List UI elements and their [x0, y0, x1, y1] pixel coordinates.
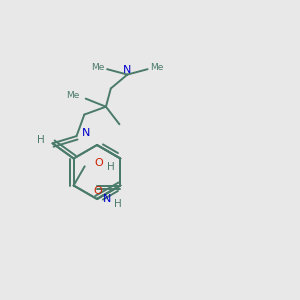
Text: N: N: [123, 64, 131, 75]
Text: N: N: [82, 128, 90, 138]
Text: H: H: [114, 199, 122, 209]
Text: H: H: [107, 162, 114, 172]
Text: O: O: [95, 158, 103, 168]
Text: Me: Me: [151, 63, 164, 72]
Text: N: N: [103, 194, 111, 204]
Text: H: H: [37, 135, 45, 146]
Text: Me: Me: [91, 63, 104, 72]
Text: Me: Me: [66, 91, 80, 100]
Text: O: O: [93, 185, 102, 196]
